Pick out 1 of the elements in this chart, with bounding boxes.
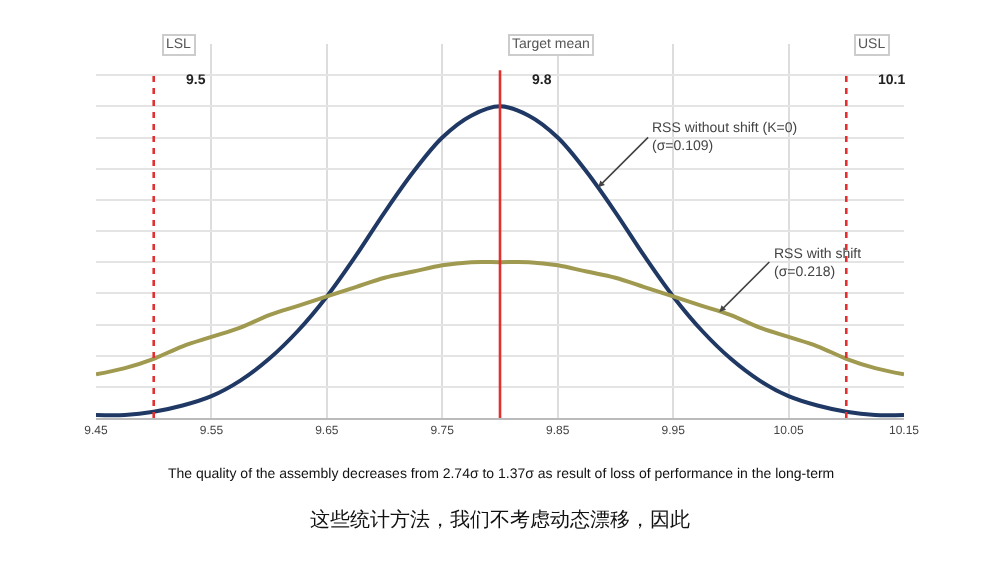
text: 这些统计方法，我们不考虑动态漂移，因此 [310, 508, 690, 532]
